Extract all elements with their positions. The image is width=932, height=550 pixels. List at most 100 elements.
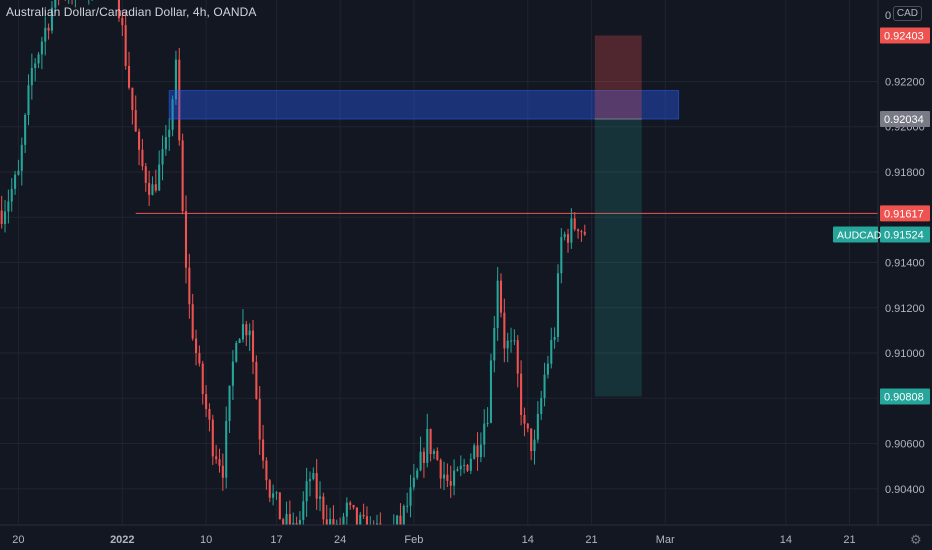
price-tick-label: 0.92200 xyxy=(885,76,925,88)
candle-body xyxy=(198,353,201,364)
candle-body xyxy=(409,487,412,506)
candle-body xyxy=(449,480,452,486)
candle-body xyxy=(272,493,275,498)
price-label-line xyxy=(880,205,930,222)
candle-body xyxy=(510,340,513,342)
candle-body xyxy=(489,360,492,423)
candle-body xyxy=(399,515,402,526)
candle-body xyxy=(191,304,194,339)
candle-body xyxy=(446,474,449,481)
candle-body xyxy=(345,502,348,517)
candle-body xyxy=(483,423,486,445)
symbol-tag-text: AUDCAD xyxy=(837,229,882,241)
candle-body xyxy=(496,280,499,328)
price-tick-label: 0.90400 xyxy=(885,484,925,496)
candle-body xyxy=(513,340,516,342)
price-label-target xyxy=(880,388,930,405)
candle-body xyxy=(419,451,422,471)
candle-body xyxy=(144,166,147,183)
candle-body xyxy=(248,330,251,336)
candle-body xyxy=(352,504,355,508)
candle-body xyxy=(235,342,238,362)
candle-body xyxy=(268,480,271,498)
candle-body xyxy=(342,516,345,529)
price-axis xyxy=(878,0,932,550)
candle-body xyxy=(255,361,258,399)
candle-body xyxy=(205,394,208,410)
candle-body xyxy=(195,338,198,354)
candle-body xyxy=(278,492,281,520)
candle-body xyxy=(456,469,459,471)
candle-body xyxy=(503,312,506,349)
candle-body xyxy=(526,423,529,429)
candle-body xyxy=(412,477,415,488)
candle-body xyxy=(573,218,576,230)
candle-body xyxy=(546,363,549,375)
candle-body xyxy=(506,340,509,349)
candle-body xyxy=(406,505,409,507)
candle-body xyxy=(439,459,442,479)
candle-body xyxy=(188,267,191,305)
candle-body xyxy=(164,137,167,150)
settings-gear-icon: ⚙ xyxy=(910,533,922,548)
candle-body xyxy=(174,59,177,100)
candle-body xyxy=(40,41,43,55)
candle-body xyxy=(322,496,325,520)
candle-body xyxy=(221,465,224,478)
candle-body xyxy=(0,210,3,225)
candle-body xyxy=(3,211,7,225)
candle-body xyxy=(47,27,50,31)
candle-body xyxy=(158,164,161,191)
candle-body xyxy=(499,280,503,313)
candle-body xyxy=(17,170,20,175)
candle-body xyxy=(325,519,328,528)
price-tick-label: 0.90600 xyxy=(885,439,925,451)
candle-body xyxy=(211,419,214,457)
candle-body xyxy=(305,481,308,502)
candle-body xyxy=(24,114,27,145)
candle-body xyxy=(459,465,462,470)
supply-zone xyxy=(168,90,680,120)
candle-body xyxy=(553,337,556,340)
candle-body xyxy=(168,129,171,138)
candle-body xyxy=(44,27,47,42)
time-tick-label: 24 xyxy=(334,534,346,546)
time-tick-label: Feb xyxy=(404,534,423,546)
price-tick-label: 0.91800 xyxy=(885,167,925,179)
candle-body xyxy=(161,149,164,165)
candle-body xyxy=(530,428,533,452)
candle-body xyxy=(178,59,181,141)
candle-body xyxy=(27,85,30,115)
candle-body xyxy=(288,514,291,531)
time-tick-label: 10 xyxy=(200,534,212,546)
candle-body xyxy=(436,450,439,460)
price-label-last xyxy=(880,226,930,243)
candle-body xyxy=(231,361,234,386)
candle-body xyxy=(34,63,37,69)
time-tick-label: 20 xyxy=(12,534,24,546)
candle-body xyxy=(362,514,365,517)
candle-body xyxy=(416,470,419,478)
candle-body xyxy=(251,330,255,362)
price-label-text: 0.91524 xyxy=(884,229,924,241)
candle-body xyxy=(20,144,23,171)
candle-body xyxy=(315,473,318,499)
candle-body xyxy=(355,507,358,526)
time-tick-label: 21 xyxy=(585,534,597,546)
candle-body xyxy=(134,110,137,132)
candle-body xyxy=(282,519,285,526)
candle-body xyxy=(258,398,261,440)
candle-body xyxy=(225,420,228,478)
candle-body xyxy=(523,414,526,424)
price-tick-label: 0.91400 xyxy=(885,258,925,270)
candle-body xyxy=(556,273,560,338)
candle-body xyxy=(566,234,570,243)
currency-selector[interactable]: CAD xyxy=(892,6,922,21)
candle-body xyxy=(516,340,519,374)
candle-body xyxy=(10,188,13,202)
candle-body xyxy=(241,324,244,340)
candle-body xyxy=(577,229,580,232)
price-label-text: 0.92403 xyxy=(884,31,924,43)
